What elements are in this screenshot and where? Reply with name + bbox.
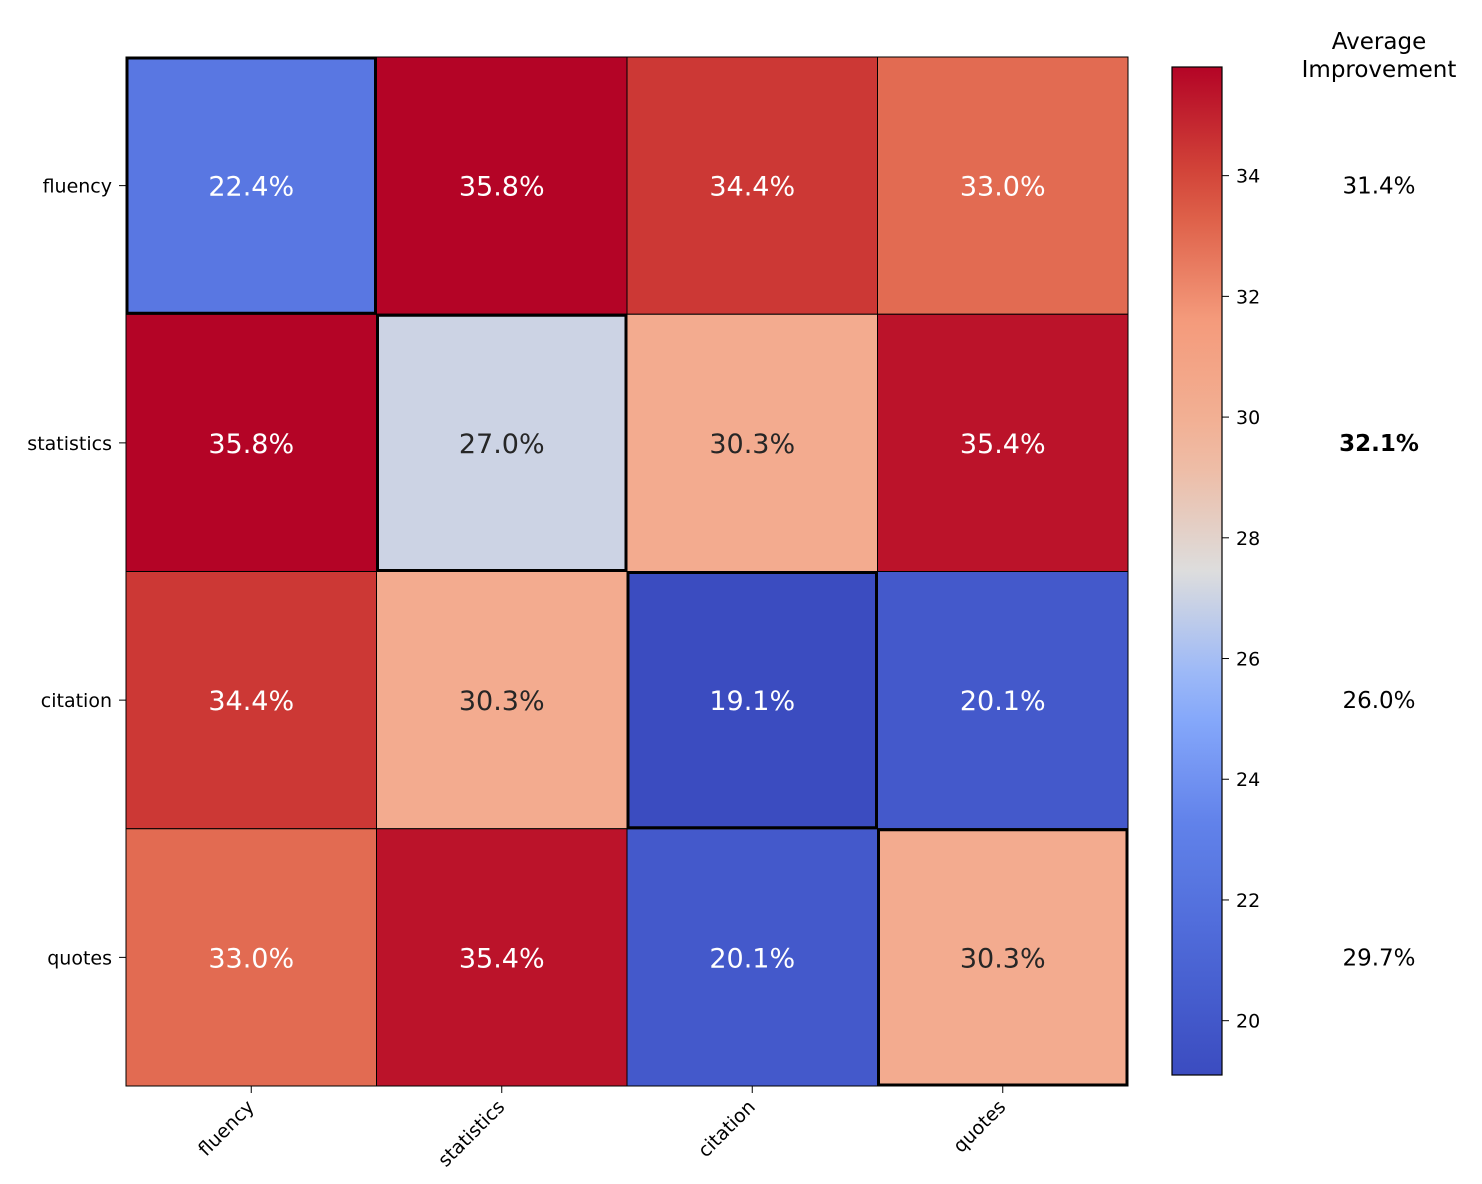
- x-tick-label-1: statistics: [434, 1096, 509, 1171]
- average-value-2: 26.0%: [1342, 688, 1415, 714]
- colorbar-tick-label-6: 32: [1236, 286, 1260, 308]
- average-value-1: 32.1%: [1339, 431, 1419, 457]
- x-tick-label-0: fluency: [194, 1096, 259, 1161]
- diagonal-highlights: [125, 56, 1129, 1087]
- diagonal-highlight-1: [376, 313, 628, 572]
- cell-label-r3-c2: 20.1%: [709, 943, 795, 974]
- heatmap-cell-r2-c3: [877, 571, 1129, 830]
- y-tick-label-3: quotes: [47, 947, 112, 969]
- heatmap-cells: 22.4% 35.8% 34.4% 33.0% 35.8% 27.0% 30.3% 35.4%…: [125, 56, 1129, 1087]
- average-value-3: 29.7%: [1342, 945, 1415, 971]
- heatmap-cell-r1-c0: [125, 313, 377, 572]
- cell-label-r3-c3: 30.3%: [960, 943, 1046, 974]
- cell-label-r1-c2: 30.3%: [709, 429, 795, 460]
- heatmap-cell-r1-c2: [626, 313, 878, 572]
- heatmap-cell-r2-c2: [626, 571, 878, 830]
- y-tick-label-2: citation: [41, 690, 112, 712]
- heatmap-cell-r0-c1: [376, 56, 628, 315]
- colorbar: 20 22 24 26 28 30 32 34: [1171, 66, 1260, 1076]
- colorbar-tick-label-2: 24: [1236, 769, 1260, 791]
- x-axis: fluency statistics citation quotes: [194, 1086, 1010, 1171]
- colorbar-gradient: [1171, 66, 1223, 1076]
- x-tick-label-3: quotes: [949, 1096, 1010, 1157]
- cell-label-r0-c1: 35.8%: [459, 172, 545, 203]
- y-tick-label-1: statistics: [27, 433, 112, 455]
- heatmap-cell-r3-c0: [125, 828, 377, 1087]
- cell-label-r1-c1: 27.0%: [459, 429, 545, 460]
- colorbar-tick-label-4: 28: [1236, 528, 1260, 550]
- average-value-0: 31.4%: [1342, 174, 1415, 200]
- colorbar-tick-label-7: 34: [1236, 166, 1260, 188]
- heatmap-cell-r0-c2: [626, 56, 878, 315]
- x-tick-label-2: citation: [694, 1096, 760, 1162]
- cell-label-r2-c1: 30.3%: [459, 686, 545, 717]
- cell-label-r1-c0: 35.8%: [208, 429, 294, 460]
- y-axis: fluency statistics citation quotes: [27, 176, 126, 969]
- y-tick-label-0: fluency: [43, 176, 112, 198]
- heatmap-cell-r3-c2: [626, 828, 878, 1087]
- cell-label-r0-c0: 22.4%: [208, 172, 294, 203]
- colorbar-tick-label-3: 26: [1236, 649, 1260, 671]
- colorbar-tick-label-1: 22: [1236, 890, 1260, 912]
- colorbar-tick-label-0: 20: [1236, 1011, 1260, 1033]
- colorbar-tick-label-5: 30: [1236, 407, 1260, 429]
- cell-label-r2-c2: 19.1%: [709, 686, 795, 717]
- cell-label-r3-c0: 33.0%: [208, 943, 294, 974]
- heatmap-cell-r0-c3: [877, 56, 1129, 315]
- cell-label-r3-c1: 35.4%: [459, 943, 545, 974]
- cell-label-r0-c2: 34.4%: [709, 172, 795, 203]
- diagonal-highlight-3: [877, 828, 1129, 1087]
- heatmap-cell-r3-c1: [376, 828, 628, 1087]
- cell-label-r1-c3: 35.4%: [960, 429, 1046, 460]
- heatmap-cell-r2-c0: [125, 571, 377, 830]
- diagonal-highlight-2: [626, 571, 878, 830]
- average-title-line2: Improvement: [1302, 57, 1457, 83]
- heatmap-cell-r3-c3: [877, 828, 1129, 1087]
- cell-label-r2-c0: 34.4%: [208, 686, 294, 717]
- diagonal-highlight-0: [125, 56, 377, 315]
- cell-label-r2-c3: 20.1%: [960, 686, 1046, 717]
- average-title-line1: Average: [1332, 29, 1426, 55]
- average-improvement-column: Average Improvement 31.4% 32.1% 26.0% 29.7%: [1302, 29, 1457, 971]
- heatmap-cell-r0-c0: [125, 56, 377, 315]
- heatmap-cell-r1-c3: [877, 313, 1129, 572]
- cell-label-r0-c3: 33.0%: [960, 172, 1046, 203]
- heatmap-cell-r1-c1: [376, 313, 628, 572]
